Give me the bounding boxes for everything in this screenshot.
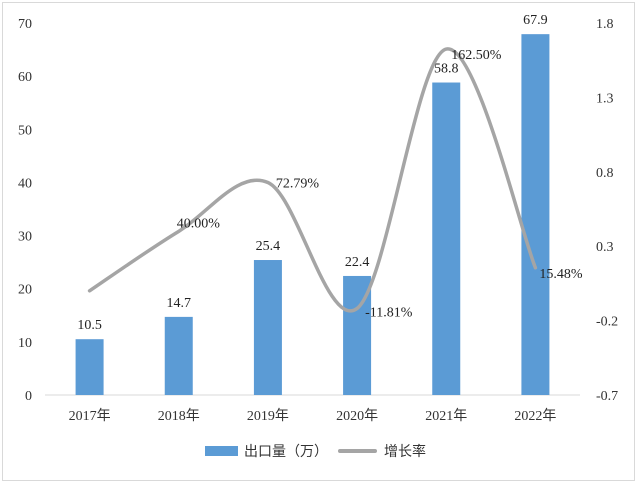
- left-tick-label: 60: [18, 70, 32, 85]
- left-tick-label: 20: [18, 283, 32, 298]
- bar-value-label: 58.8: [434, 62, 459, 77]
- bar-value-label: 10.5: [77, 318, 102, 333]
- legend-swatch-bar: [205, 446, 238, 456]
- right-tick-label: -0.7: [596, 389, 618, 404]
- left-tick-label: 40: [18, 176, 32, 191]
- category-label: 2020年: [336, 408, 378, 424]
- line-value-label: 40.00%: [177, 216, 221, 231]
- bar-series: [75, 34, 550, 396]
- left-axis-ticks: 0 10 20 30 40 50 60 70: [18, 17, 32, 404]
- bar-value-label: 22.4: [345, 255, 370, 270]
- bar: [432, 82, 461, 396]
- left-tick-label: 10: [18, 336, 32, 351]
- bar-value-label: 67.9: [523, 13, 548, 28]
- right-axis-ticks: -0.7 -0.2 0.3 0.8 1.3 1.8: [596, 17, 618, 404]
- left-tick-label: 30: [18, 230, 32, 245]
- bar-value-label: 14.7: [167, 296, 192, 311]
- category-label: 2022年: [514, 408, 556, 424]
- line-value-label: -11.81%: [365, 305, 413, 320]
- bar: [164, 316, 193, 395]
- legend-label-bar: 出口量（万）: [244, 444, 328, 460]
- category-label: 2019年: [247, 408, 289, 424]
- line-data-labels: 40.00% 72.79% -11.81% 162.50% 15.48%: [177, 48, 583, 320]
- legend: 出口量（万） 增长率: [205, 443, 426, 460]
- category-labels: 2017年 2018年 2019年 2020年 2021年 2022年: [69, 408, 557, 424]
- growth-line: [87, 47, 538, 313]
- left-tick-label: 0: [25, 389, 32, 404]
- category-label: 2017年: [69, 408, 111, 424]
- legend-label-line: 增长率: [384, 443, 426, 460]
- bar: [75, 339, 104, 395]
- right-tick-label: 0.3: [596, 240, 614, 255]
- right-tick-label: -0.2: [596, 315, 618, 330]
- growth-line-series: [87, 47, 538, 313]
- bar: [253, 260, 282, 395]
- category-label: 2018年: [158, 408, 200, 424]
- right-tick-label: 0.8: [596, 166, 614, 181]
- category-label: 2021年: [425, 408, 467, 424]
- line-value-label: 162.50%: [451, 48, 502, 63]
- line-value-label: 72.79%: [276, 177, 320, 192]
- left-tick-label: 50: [18, 123, 32, 138]
- line-value-label: 15.48%: [539, 267, 583, 282]
- bar: [521, 34, 550, 395]
- right-tick-label: 1.8: [596, 17, 614, 32]
- right-tick-label: 1.3: [596, 91, 614, 106]
- bar-data-labels: 10.5 14.7 25.4 22.4 58.8 67.9: [77, 13, 547, 333]
- bar-value-label: 25.4: [256, 239, 281, 254]
- left-tick-label: 70: [18, 17, 32, 32]
